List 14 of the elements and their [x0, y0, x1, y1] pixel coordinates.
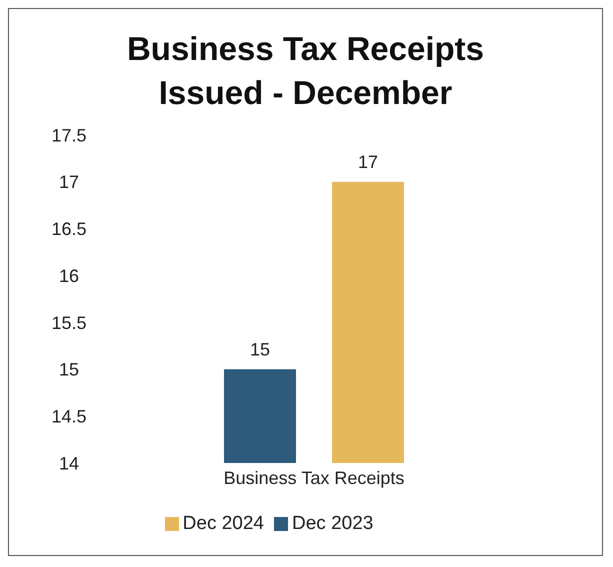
y-tick-label: 14 — [58, 453, 80, 474]
y-tick-label: 16.5 — [51, 219, 87, 240]
y-tick-label: 16 — [58, 266, 80, 286]
y-tick-label: 15 — [58, 360, 80, 380]
y-tick-label: 15.5 — [51, 312, 87, 333]
data-label: 15 — [250, 339, 270, 360]
y-tick-label: 17 — [58, 172, 80, 192]
category-label: Business Tax Receipts — [224, 468, 404, 488]
legend-label: Dec 2024 — [182, 513, 264, 534]
chart-title: Issued - December — [158, 74, 452, 111]
legend-label: Dec 2023 — [292, 513, 374, 534]
y-tick-label: 17.5 — [51, 125, 87, 146]
y-tick-label: 14.5 — [51, 406, 87, 427]
data-label: 17 — [358, 152, 378, 172]
